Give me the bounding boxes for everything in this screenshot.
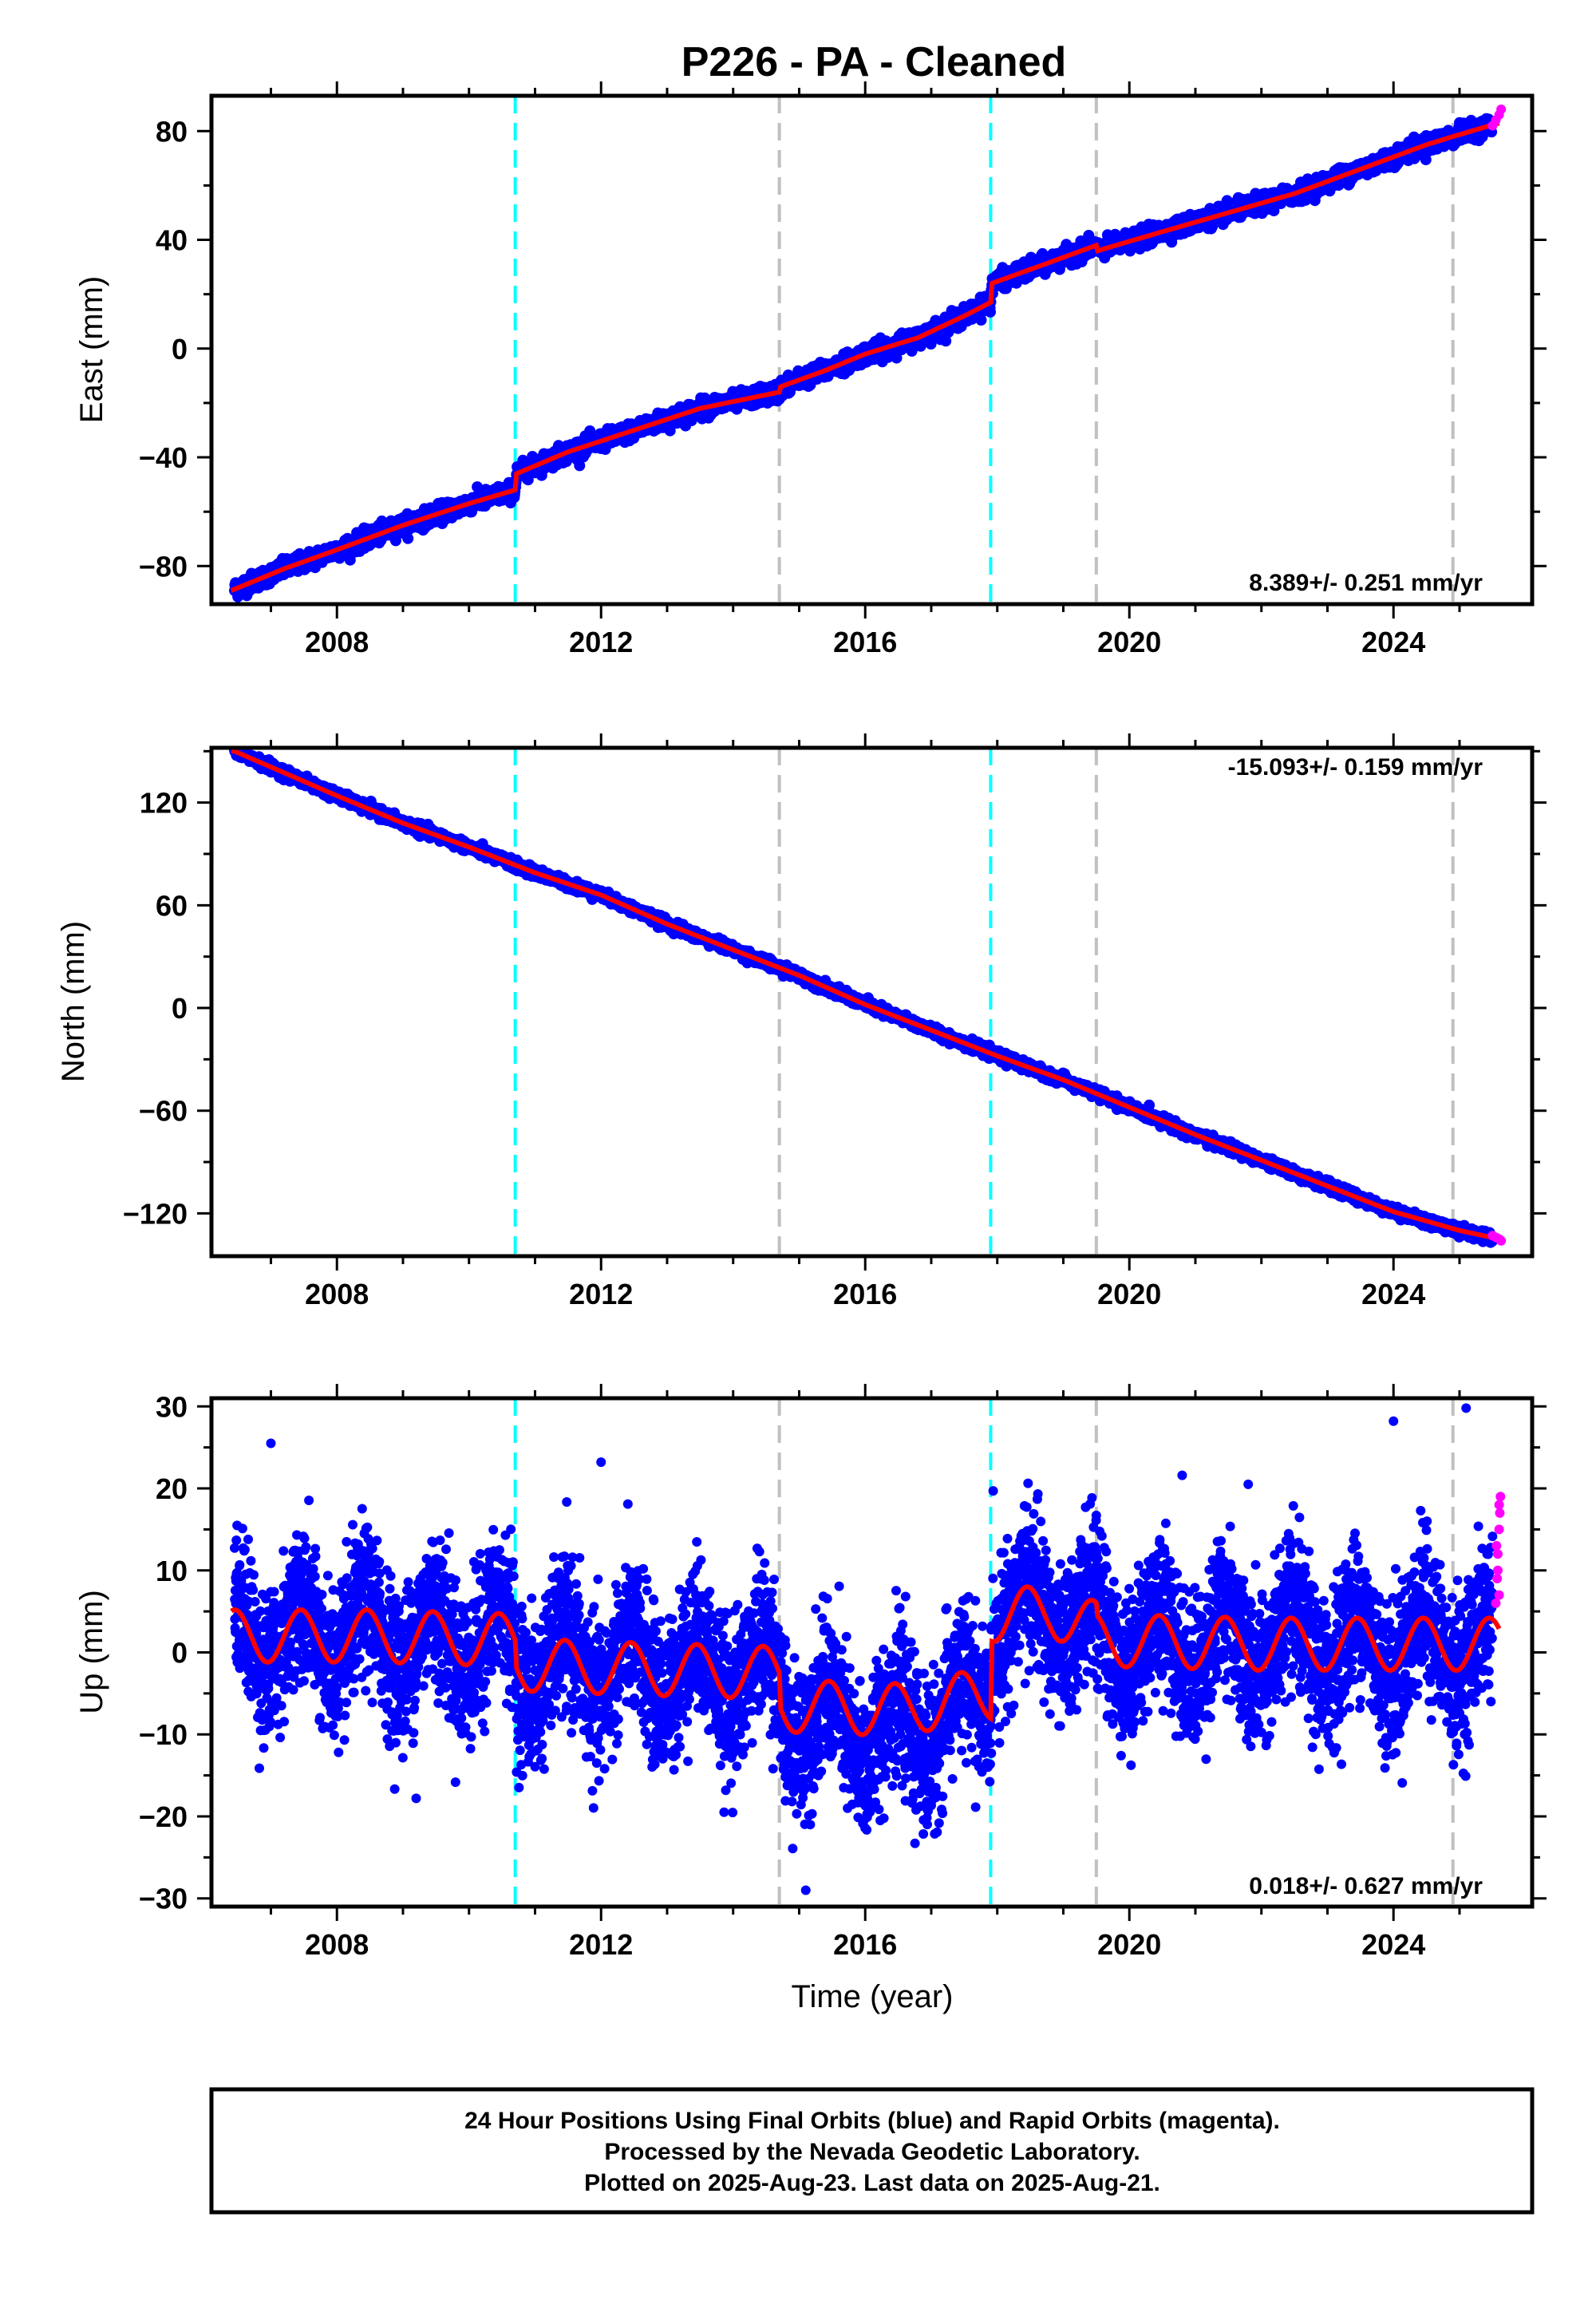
x-tick-label: 2020: [1097, 626, 1161, 658]
rapid-point: [1496, 105, 1507, 115]
y-tick-label: 40: [156, 224, 188, 257]
x-tick-label: 2024: [1361, 626, 1425, 658]
y-tick-label: 80: [156, 115, 188, 148]
y-tick-label: −40: [139, 441, 188, 474]
y-tick-label: 0: [172, 333, 188, 366]
y-tick-label: −80: [139, 550, 188, 583]
x-tick-label: 2016: [833, 626, 897, 658]
east-panel: 2008 2012 2016 2020 2024 −80 −40 0 40 80 East (m…: [74, 81, 1547, 658]
x-tick-label: 2012: [569, 626, 633, 658]
x-tick-label: 2008: [305, 626, 369, 658]
data-point: [985, 306, 996, 318]
event-lines: [513, 96, 1455, 604]
chart-title: P226 - PA - Cleaned: [681, 39, 1067, 85]
data-point: [402, 532, 414, 544]
data-points: [229, 748, 1498, 1248]
y-axis-label: East (mm): [74, 276, 109, 423]
data-point: [574, 460, 586, 472]
rate-label: 8.389+/- 0.251 mm/yr: [1249, 570, 1483, 596]
